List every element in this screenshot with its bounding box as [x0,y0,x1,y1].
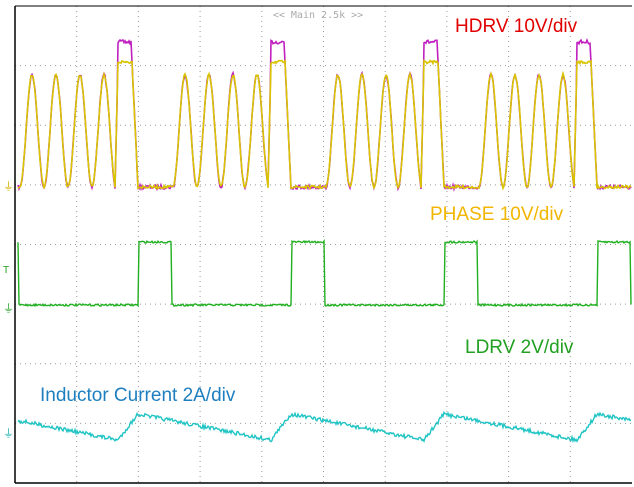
phase-trace [17,58,632,191]
trace-label: LDRV 2V/div [465,337,574,358]
ground-marker: ⏚ [3,427,14,440]
ground-marker: ⏚ [3,302,14,315]
inductor-trace [17,410,632,444]
trace-label: Inductor Current 2A/div [40,385,236,406]
ldrv-trace [17,238,632,308]
timebase-label: << Main 2.5k >> [273,10,363,21]
waveforms [17,38,632,444]
trace-label: PHASE 10V/div [430,204,564,225]
trigger-marker: T [3,265,9,276]
ground-marker: ⏚ [3,180,14,193]
trace-label: HDRV 10V/div [455,16,578,37]
